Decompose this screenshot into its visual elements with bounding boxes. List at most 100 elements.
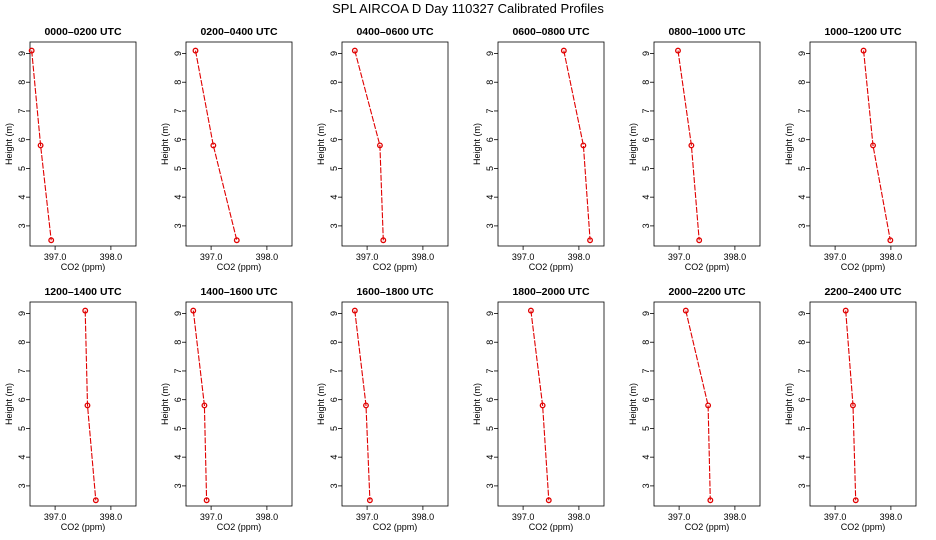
x-axis-label: CO2 (ppm)	[529, 262, 574, 272]
profile-point	[92, 497, 99, 504]
y-tick-label: 7	[641, 108, 651, 113]
plot-frame	[29, 41, 137, 247]
y-tick-label: 6	[17, 397, 27, 402]
y-tick-label: 8	[173, 80, 183, 85]
profile-point	[380, 237, 387, 244]
y-tick-label: 4	[797, 195, 807, 200]
profile-line	[354, 310, 371, 501]
y-tick-label: 6	[485, 397, 495, 402]
y-tick-label: 5	[641, 166, 651, 171]
y-tick-label: 9	[17, 311, 27, 316]
y-tick-label: 5	[173, 426, 183, 431]
x-axis-label: CO2 (ppm)	[373, 262, 418, 272]
plot-frame	[809, 41, 917, 247]
y-tick-label: 5	[485, 166, 495, 171]
y-tick-label: 3	[485, 483, 495, 488]
x-tick-label: 397.0	[44, 512, 67, 522]
panel-title: 0200–0400 UTC	[200, 26, 277, 38]
y-axis-label: Height (m)	[316, 383, 326, 425]
y-tick-label: 7	[797, 108, 807, 113]
y-tick-label: 6	[329, 397, 339, 402]
panel-title: 2000–2200 UTC	[668, 286, 745, 298]
profile-point	[842, 307, 849, 314]
plot-frame	[653, 41, 761, 247]
y-tick-label: 8	[641, 340, 651, 345]
x-tick-label: 397.0	[356, 512, 379, 522]
y-tick-label: 6	[17, 137, 27, 142]
x-axis-label: CO2 (ppm)	[217, 522, 262, 532]
x-tick-label: 398.0	[568, 512, 591, 522]
profile-point	[850, 402, 856, 409]
profile-line	[863, 50, 891, 241]
y-tick-label: 6	[641, 397, 651, 402]
y-tick-label: 3	[173, 483, 183, 488]
x-tick-label: 397.0	[668, 252, 691, 262]
profile-point	[852, 497, 859, 504]
plot-frame	[653, 301, 761, 507]
plot-frame	[185, 41, 293, 247]
y-tick-label: 5	[797, 166, 807, 171]
x-tick-label: 397.0	[512, 252, 535, 262]
profile-point	[37, 142, 44, 149]
y-axis-label: Height (m)	[160, 383, 170, 425]
y-tick-label: 7	[641, 368, 651, 373]
y-tick-label: 5	[17, 166, 27, 171]
profile-line	[354, 50, 384, 241]
y-tick-label: 4	[329, 195, 339, 200]
y-tick-label: 7	[329, 108, 339, 113]
y-tick-label: 8	[485, 80, 495, 85]
y-tick-label: 4	[17, 195, 27, 200]
profile-line	[563, 50, 591, 241]
panel-title: 1400–1600 UTC	[200, 286, 277, 298]
y-tick-label: 6	[173, 137, 183, 142]
y-tick-label: 3	[641, 483, 651, 488]
profile-point	[201, 402, 208, 409]
y-tick-label: 9	[797, 51, 807, 56]
y-tick-label: 9	[641, 51, 651, 56]
y-tick-label: 4	[173, 195, 183, 200]
y-tick-label: 8	[173, 340, 183, 345]
x-tick-label: 397.0	[512, 512, 535, 522]
y-tick-label: 9	[641, 311, 651, 316]
y-axis-label: Height (m)	[4, 383, 14, 425]
y-tick-label: 8	[485, 340, 495, 345]
profile-line	[84, 310, 97, 501]
y-axis-label: Height (m)	[316, 123, 326, 165]
profile-line	[845, 310, 857, 501]
panel-title: 2200–2400 UTC	[824, 286, 901, 298]
y-tick-label: 6	[641, 137, 651, 142]
y-tick-label: 9	[797, 311, 807, 316]
y-tick-label: 6	[797, 137, 807, 142]
profile-point	[84, 402, 91, 409]
profile-point	[366, 497, 373, 504]
x-tick-label: 397.0	[200, 252, 223, 262]
x-axis-label: CO2 (ppm)	[841, 522, 886, 532]
y-axis-label: Height (m)	[472, 123, 482, 165]
y-tick-label: 8	[797, 340, 807, 345]
y-tick-label: 3	[485, 223, 495, 228]
y-axis-label: Height (m)	[160, 123, 170, 165]
y-tick-label: 8	[641, 80, 651, 85]
panel-title: 0600–0800 UTC	[512, 26, 589, 38]
panel-title: 1000–1200 UTC	[824, 26, 901, 38]
profile-point	[860, 47, 867, 54]
x-tick-label: 398.0	[256, 252, 279, 262]
profile-point	[707, 497, 714, 504]
y-tick-label: 7	[17, 368, 27, 373]
y-tick-label: 7	[173, 368, 183, 373]
panel-title: 0000–0200 UTC	[44, 26, 121, 38]
y-tick-label: 3	[173, 223, 183, 228]
y-tick-label: 3	[641, 223, 651, 228]
profile-point	[527, 307, 534, 314]
y-tick-label: 4	[485, 195, 495, 200]
y-tick-label: 7	[485, 108, 495, 113]
